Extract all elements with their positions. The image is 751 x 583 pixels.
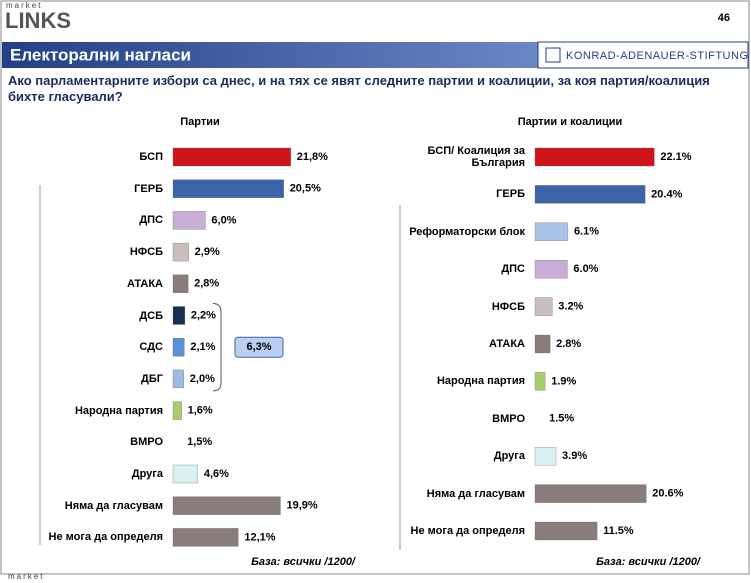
bar bbox=[173, 433, 182, 452]
bar bbox=[534, 297, 553, 316]
bar bbox=[534, 334, 551, 354]
value-label: 2,2% bbox=[191, 309, 216, 321]
value-label: 1.5% bbox=[549, 413, 574, 425]
bar bbox=[534, 222, 569, 241]
bar bbox=[172, 369, 184, 389]
category-label: ВМРО bbox=[492, 412, 525, 425]
category-label: СДС bbox=[139, 341, 163, 354]
category-label: БСП bbox=[139, 151, 163, 163]
category-label: НФСБ bbox=[129, 246, 163, 259]
value-label: 2,1% bbox=[190, 341, 215, 353]
value-label: 2,9% bbox=[195, 246, 220, 258]
bar bbox=[534, 484, 647, 503]
category-label: НФСБ bbox=[491, 300, 525, 313]
category-label: БСП/ Коалиция за България bbox=[427, 145, 525, 169]
value-label: 6.1% bbox=[574, 226, 599, 238]
bracket bbox=[212, 303, 222, 392]
org-icon bbox=[545, 47, 561, 63]
annotation-box bbox=[234, 336, 284, 358]
chart-title: Партии bbox=[180, 116, 220, 128]
value-label: 20.6% bbox=[652, 488, 683, 500]
bar bbox=[172, 179, 284, 198]
bar bbox=[535, 409, 544, 428]
value-label: 12,1% bbox=[244, 531, 275, 543]
bar bbox=[172, 242, 189, 262]
question: Ако парламентарните избори са днес, и на… bbox=[8, 73, 710, 104]
value-label: 1,6% bbox=[188, 405, 213, 417]
bar bbox=[534, 185, 646, 204]
bar bbox=[534, 260, 568, 279]
value-label: 19,9% bbox=[286, 500, 317, 512]
category-label: ГЕРБ bbox=[134, 182, 163, 195]
category-label: Няма да гласувам bbox=[64, 499, 163, 512]
logo-top: market bbox=[6, 1, 42, 10]
value-label: 6.0% bbox=[573, 263, 598, 275]
category-label: Реформаторски блок bbox=[409, 225, 525, 238]
title-bar bbox=[2, 42, 538, 68]
bar bbox=[172, 401, 182, 420]
category-label: ДСБ bbox=[139, 309, 163, 322]
bar bbox=[534, 521, 598, 541]
bar bbox=[172, 464, 198, 484]
title: Електорални нагласи bbox=[10, 45, 191, 64]
category-label: ВМРО bbox=[130, 436, 163, 449]
annotation: 6,3% bbox=[246, 341, 271, 353]
value-label: 1.9% bbox=[551, 375, 576, 387]
value-label: 1,5% bbox=[187, 436, 212, 448]
bar bbox=[172, 147, 291, 167]
category-label: АТАКА bbox=[488, 338, 525, 350]
value-label: 3.2% bbox=[558, 301, 583, 313]
value-label: 2,0% bbox=[190, 373, 215, 385]
value-label: 20.4% bbox=[651, 188, 682, 200]
value-label: 11.5% bbox=[603, 525, 634, 537]
category-label: АТАКА bbox=[126, 277, 163, 290]
category-label: ГЕРБ bbox=[496, 188, 525, 201]
value-label: 3.9% bbox=[562, 450, 587, 462]
category-label: ДПС bbox=[139, 214, 163, 227]
note: База: всички /1200/ bbox=[596, 556, 702, 568]
value-label: 6,0% bbox=[211, 214, 236, 226]
bar bbox=[172, 528, 239, 547]
category-label: Не мога да определя bbox=[410, 525, 525, 537]
category-label: Няма да гласувам bbox=[426, 487, 525, 500]
value-label: 20,5% bbox=[290, 183, 321, 195]
bar bbox=[172, 211, 206, 230]
bar bbox=[534, 372, 546, 391]
value-label: 21,8% bbox=[297, 151, 328, 163]
bar bbox=[172, 338, 185, 357]
bar bbox=[172, 306, 186, 325]
category-label: Народна партия bbox=[436, 375, 525, 388]
value-label: 4,6% bbox=[204, 468, 229, 480]
org: KONRAD-ADENAUER-STIFTUNG bbox=[566, 50, 749, 62]
page-number: 46 bbox=[718, 12, 730, 24]
bar bbox=[172, 274, 189, 293]
chart-title: Партии и коалиции bbox=[518, 116, 623, 128]
category-label: Друга bbox=[131, 468, 163, 480]
logo: LINKS bbox=[5, 8, 71, 33]
value-label: 2,8% bbox=[194, 278, 219, 290]
category-label: ДБГ bbox=[141, 372, 163, 385]
note: База: всички /1200/ bbox=[251, 556, 357, 568]
category-label: Народна партия bbox=[74, 404, 163, 417]
value-label: 22.1% bbox=[660, 151, 691, 163]
bar bbox=[172, 496, 281, 515]
category-label: ДПС bbox=[501, 263, 525, 276]
category-label: Друга bbox=[493, 450, 525, 463]
bar bbox=[534, 147, 655, 167]
bar bbox=[534, 447, 557, 466]
category-label: Не мога да определя bbox=[48, 531, 163, 544]
value-label: 2.8% bbox=[556, 338, 581, 350]
footer: market bbox=[8, 572, 44, 581]
org-box bbox=[537, 41, 749, 69]
